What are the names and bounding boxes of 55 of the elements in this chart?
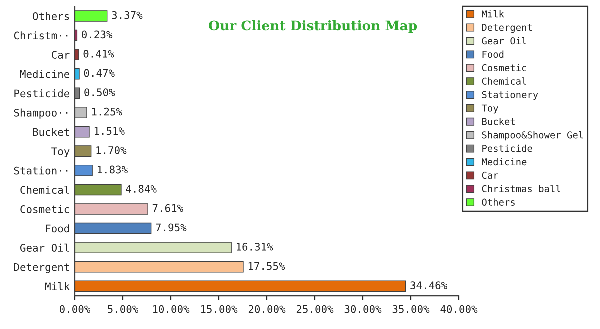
legend-label: Toy [482,104,498,114]
y-tick-label: Christm·· [14,32,68,40]
legend-label: Food [482,50,504,58]
x-tick-label: 0.00% [60,305,91,314]
data-label: 16.31% [236,243,274,251]
data-label: 7.95% [156,224,187,232]
data-label: 4.84% [126,185,157,193]
y-tick-label: Cosmetic [20,205,70,214]
data-label: 1.70% [96,146,127,154]
legend-label: Shampoo&Shower Gel [482,131,584,141]
x-tick-label: 15.00% [201,305,238,314]
y-tick-label: Medicine [20,70,70,78]
legend-label: Car [482,172,498,180]
x-tick-label: 35.00% [392,305,430,314]
data-label: 0.47% [84,69,115,78]
y-tick-label: Detergent [14,264,70,274]
legend-label: Detergent [482,24,532,34]
legend-label: Gear Oil [482,37,526,45]
data-label: 0.50% [84,88,116,96]
legend-label: Christmas ball [482,185,560,193]
data-label: 7.61% [152,204,184,212]
legend-label: Cosmetic [482,64,526,72]
x-tick-label: 10.00% [153,305,190,314]
y-tick-label: Gear Oil [20,244,70,252]
data-label: 1.83% [98,166,128,174]
data-label: 3.37% [112,11,143,20]
y-tick-label: Milk [45,282,70,290]
legend-label: Bucket [482,118,515,126]
y-tick-label: Toy [52,148,70,158]
data-label: 1.51% [94,127,125,136]
legend-label: Chemical [482,78,526,85]
y-tick-label: Station·· [14,166,68,175]
legend-label: Stationery [482,91,538,100]
data-label: 34.46% [410,282,448,290]
y-tick-label: Bucket [33,128,70,136]
legend-label: Milk [482,10,504,18]
data-label: 0.23% [82,30,113,39]
text: Our Client Distribution Map [209,20,418,34]
x-tick-label: 30.00% [344,305,382,314]
y-tick-label: Food [46,224,70,233]
legend-label: Others [482,198,515,206]
y-tick-label: Chemical [20,186,70,194]
y-tick-label: Pesticide [14,90,70,98]
y-tick-label: Car [52,51,70,59]
legend-label: Pesticide [482,144,532,152]
x-tick-label: 25.00% [296,305,334,314]
data-label: 1.25% [92,108,122,116]
legend-label: Medicine [482,158,527,166]
x-tick-label: 20.00% [248,305,286,314]
y-tick-label: Shampoo·· [14,108,68,119]
data-label: 17.55% [248,262,286,270]
y-tick-label: Others [33,12,70,20]
data-label: 0.41% [84,50,114,58]
x-tick-label: 5.00% [108,305,139,314]
x-tick-label: 40.00% [440,305,478,314]
